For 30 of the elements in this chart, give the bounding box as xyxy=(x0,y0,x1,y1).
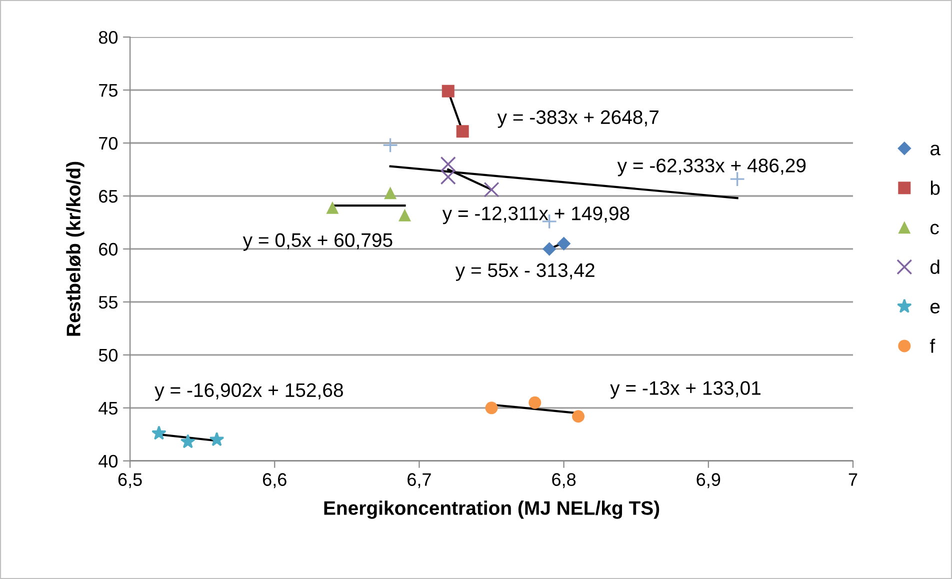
y-tick-label: 70 xyxy=(99,136,118,150)
legend-label: f xyxy=(930,338,936,353)
annotation: y = -383x + 2648,7 xyxy=(497,110,658,128)
y-tick-label: 80 xyxy=(98,30,118,44)
x-tick-label: 6,6 xyxy=(263,473,286,488)
y-tick-label: 55 xyxy=(98,296,118,309)
x-tick-label: 7 xyxy=(848,473,858,486)
legend-label: d xyxy=(930,260,940,274)
y-tick-label: 45 xyxy=(98,402,118,415)
x-tick-label: 6,5 xyxy=(118,473,142,488)
annotation: y = -13x + 133,01 xyxy=(610,381,760,399)
y-tick-label: 60 xyxy=(99,242,118,256)
y-tick-label: 65 xyxy=(99,190,118,203)
y-axis-title: Restbeløb (kr/ko/d) xyxy=(66,162,84,336)
legend-label: a xyxy=(930,144,940,156)
annotation: y = -12,311x + 149,98 xyxy=(442,206,630,224)
annotation: y = -16,902x + 152,68 xyxy=(154,383,343,401)
legend-label: c xyxy=(930,224,939,234)
y-tick-label: 50 xyxy=(98,348,118,362)
y-tick-label: 40 xyxy=(98,454,118,468)
annotation: y = -62,333x + 486,29 xyxy=(617,158,806,176)
x-tick-label: 6,7 xyxy=(408,473,431,488)
x-axis-title: Energikoncentration (MJ NEL/kg TS) xyxy=(324,500,660,519)
y-tick-label: 75 xyxy=(99,84,118,97)
legend-label: b xyxy=(930,180,940,195)
legend-label: e xyxy=(930,302,940,314)
annotation: y = 0,5x + 60,795 xyxy=(242,233,392,251)
x-tick-label: 6,9 xyxy=(696,473,720,488)
x-tick-label: 6,8 xyxy=(552,473,576,488)
annotation: y = 55x - 313,42 xyxy=(455,263,594,281)
